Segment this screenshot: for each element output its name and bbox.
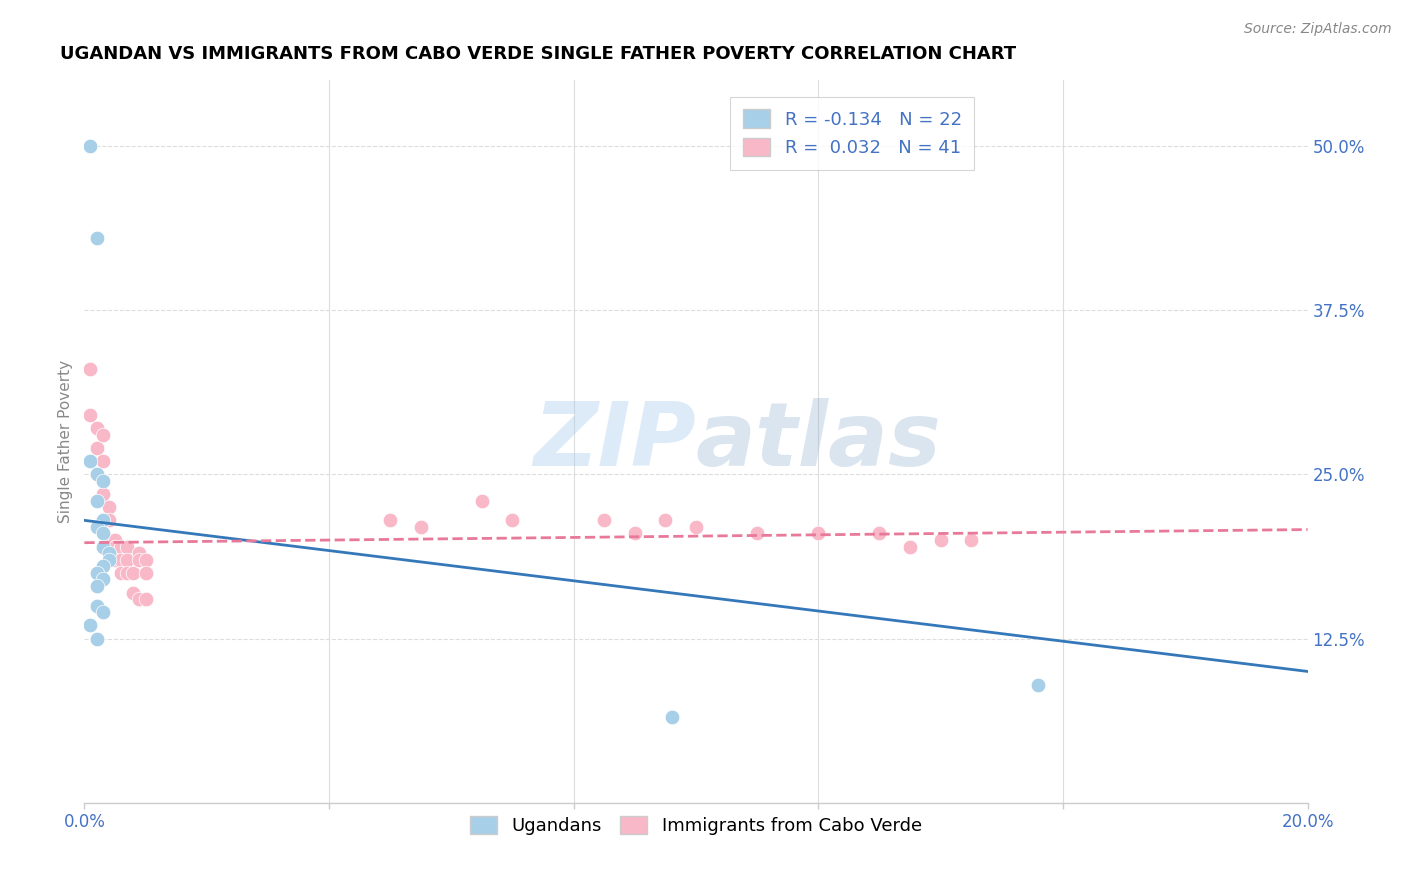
Point — [91, 474, 114, 488]
Point — [91, 540, 114, 554]
Text: atlas: atlas — [696, 398, 942, 485]
Point — [86, 231, 108, 245]
Point — [661, 710, 683, 724]
Point — [654, 513, 676, 527]
Point — [79, 618, 101, 632]
Point — [110, 553, 132, 567]
Point — [91, 487, 114, 501]
Point — [122, 566, 145, 580]
Point — [79, 139, 101, 153]
Point — [685, 520, 707, 534]
Point — [128, 546, 150, 560]
Point — [97, 513, 120, 527]
Point — [79, 362, 101, 376]
Point — [960, 533, 983, 547]
Point — [807, 526, 830, 541]
Point — [380, 513, 402, 527]
Point — [86, 599, 108, 613]
Point — [502, 513, 524, 527]
Point — [135, 553, 157, 567]
Point — [91, 428, 114, 442]
Point — [135, 592, 157, 607]
Text: ZIP: ZIP — [533, 398, 696, 485]
Point — [79, 454, 101, 468]
Point — [128, 592, 150, 607]
Text: UGANDAN VS IMMIGRANTS FROM CABO VERDE SINGLE FATHER POVERTY CORRELATION CHART: UGANDAN VS IMMIGRANTS FROM CABO VERDE SI… — [60, 45, 1017, 63]
Point — [115, 566, 138, 580]
Point — [471, 493, 494, 508]
Point — [135, 566, 157, 580]
Point — [104, 533, 127, 547]
Point — [86, 493, 108, 508]
Point — [115, 553, 138, 567]
Point — [86, 632, 108, 646]
Point — [86, 467, 108, 482]
Point — [86, 520, 108, 534]
Point — [97, 500, 120, 515]
Point — [115, 540, 138, 554]
Point — [409, 520, 432, 534]
Point — [91, 513, 114, 527]
Point — [97, 546, 120, 560]
Point — [97, 533, 120, 547]
Point — [104, 540, 127, 554]
Point — [86, 579, 108, 593]
Point — [929, 533, 952, 547]
Point — [747, 526, 769, 541]
Legend: Ugandans, Immigrants from Cabo Verde: Ugandans, Immigrants from Cabo Verde — [461, 807, 931, 845]
Point — [91, 559, 114, 574]
Point — [91, 605, 114, 619]
Point — [104, 553, 127, 567]
Point — [91, 454, 114, 468]
Point — [97, 553, 120, 567]
Text: Source: ZipAtlas.com: Source: ZipAtlas.com — [1244, 22, 1392, 37]
Y-axis label: Single Father Poverty: Single Father Poverty — [58, 360, 73, 523]
Point — [122, 585, 145, 599]
Point — [110, 540, 132, 554]
Point — [128, 553, 150, 567]
Point — [91, 526, 114, 541]
Point — [86, 421, 108, 435]
Point — [86, 441, 108, 455]
Point — [898, 540, 921, 554]
Point — [79, 409, 101, 423]
Point — [593, 513, 616, 527]
Point — [869, 526, 891, 541]
Point — [86, 566, 108, 580]
Point — [624, 526, 647, 541]
Point — [110, 566, 132, 580]
Point — [91, 573, 114, 587]
Point — [1028, 677, 1050, 691]
